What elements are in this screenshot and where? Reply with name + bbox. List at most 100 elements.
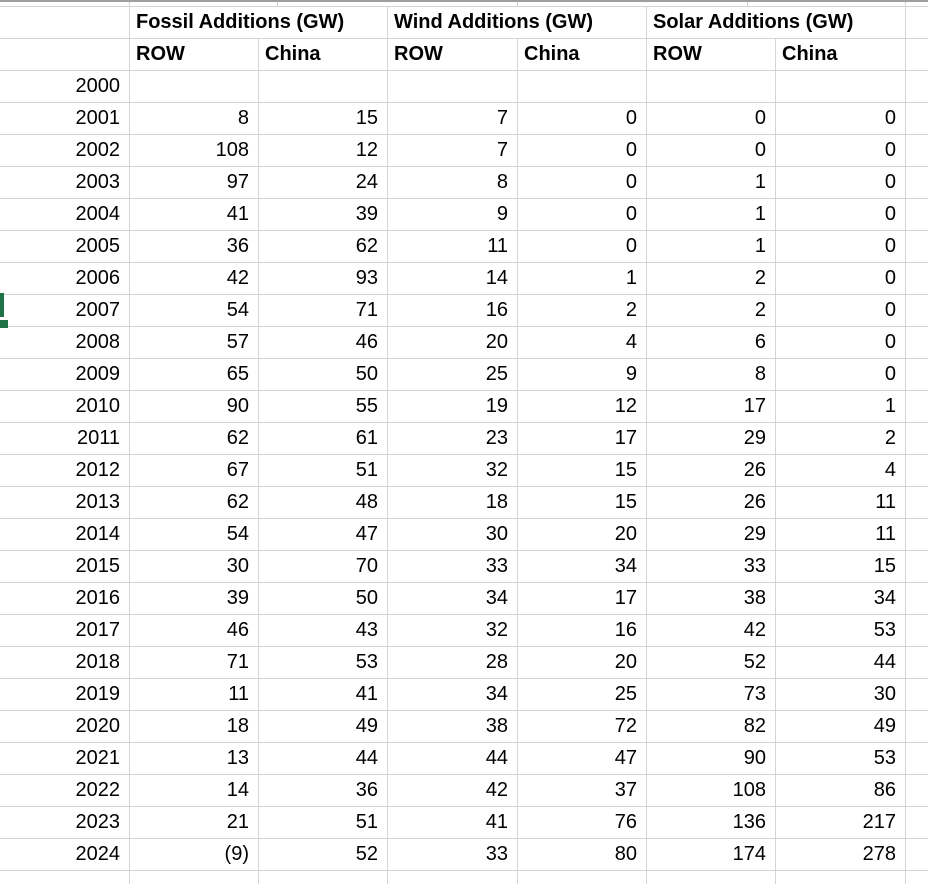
value-cell[interactable]: 0 [518, 103, 647, 135]
value-cell[interactable]: 23 [388, 423, 518, 455]
year-cell-2021[interactable]: 2021 [0, 743, 130, 775]
value-cell[interactable]: 4 [776, 455, 906, 487]
value-cell[interactable]: 76 [518, 807, 647, 839]
value-cell[interactable]: 90 [130, 391, 259, 423]
value-cell[interactable]: (9) [130, 839, 259, 871]
value-cell[interactable]: 8 [647, 359, 776, 391]
value-cell[interactable]: 0 [647, 135, 776, 167]
subheader-solar-china[interactable]: China [776, 39, 906, 71]
value-cell[interactable]: 8 [130, 103, 259, 135]
value-cell[interactable]: 4 [518, 327, 647, 359]
partial-cell[interactable] [906, 647, 928, 679]
value-cell[interactable]: 1 [647, 199, 776, 231]
year-cell-2013[interactable]: 2013 [0, 487, 130, 519]
partial-cell[interactable] [906, 455, 928, 487]
header-fossil-additions[interactable]: Fossil Additions (GW) [130, 7, 388, 39]
value-cell[interactable]: 33 [388, 839, 518, 871]
value-cell[interactable]: 50 [259, 583, 388, 615]
value-cell[interactable]: 34 [776, 583, 906, 615]
value-cell[interactable]: 16 [518, 615, 647, 647]
value-cell[interactable]: 7 [388, 103, 518, 135]
value-cell[interactable]: 11 [388, 231, 518, 263]
value-cell[interactable]: 29 [647, 423, 776, 455]
value-cell[interactable]: 73 [647, 679, 776, 711]
value-cell[interactable]: 0 [776, 263, 906, 295]
partial-cell[interactable] [259, 871, 388, 884]
partial-cell[interactable] [0, 871, 130, 884]
value-cell[interactable]: 0 [776, 167, 906, 199]
year-cell-2008[interactable]: 2008 [0, 327, 130, 359]
value-cell[interactable]: 25 [388, 359, 518, 391]
value-cell[interactable]: 30 [388, 519, 518, 551]
value-cell[interactable]: 13 [130, 743, 259, 775]
value-cell[interactable]: 53 [776, 743, 906, 775]
subheader-solar-row[interactable]: ROW [647, 39, 776, 71]
partial-cell[interactable] [906, 551, 928, 583]
value-cell[interactable]: 17 [647, 391, 776, 423]
value-cell[interactable]: 57 [130, 327, 259, 359]
partial-cell[interactable] [906, 327, 928, 359]
value-cell[interactable]: 42 [647, 615, 776, 647]
year-cell-2018[interactable]: 2018 [0, 647, 130, 679]
value-cell[interactable]: 65 [130, 359, 259, 391]
value-cell[interactable]: 62 [259, 231, 388, 263]
partial-cell[interactable] [906, 519, 928, 551]
partial-cell[interactable] [906, 423, 928, 455]
value-cell[interactable]: 30 [130, 551, 259, 583]
value-cell[interactable]: 19 [388, 391, 518, 423]
value-cell[interactable]: 43 [259, 615, 388, 647]
value-cell[interactable]: 86 [776, 775, 906, 807]
value-cell[interactable]: 11 [130, 679, 259, 711]
value-cell[interactable]: 34 [518, 551, 647, 583]
partial-cell[interactable] [906, 103, 928, 135]
value-cell[interactable]: 0 [518, 167, 647, 199]
year-cell-2015[interactable]: 2015 [0, 551, 130, 583]
value-cell[interactable]: 44 [388, 743, 518, 775]
partial-cell[interactable] [906, 583, 928, 615]
partial-cell[interactable] [518, 871, 647, 884]
partial-cell[interactable] [130, 871, 259, 884]
partial-cell[interactable] [388, 871, 518, 884]
value-cell[interactable]: 39 [130, 583, 259, 615]
value-cell[interactable]: 15 [776, 551, 906, 583]
value-cell[interactable]: 24 [259, 167, 388, 199]
value-cell[interactable]: 53 [259, 647, 388, 679]
value-cell[interactable]: 42 [388, 775, 518, 807]
value-cell[interactable]: 90 [647, 743, 776, 775]
value-cell[interactable]: 53 [776, 615, 906, 647]
year-cell-2001[interactable]: 2001 [0, 103, 130, 135]
partial-cell[interactable] [906, 359, 928, 391]
partial-cell[interactable] [906, 39, 928, 71]
partial-cell[interactable] [647, 871, 776, 884]
year-cell-2012[interactable]: 2012 [0, 455, 130, 487]
value-cell[interactable]: 44 [259, 743, 388, 775]
partial-cell[interactable] [906, 167, 928, 199]
value-cell[interactable]: 8 [388, 167, 518, 199]
partial-cell[interactable] [906, 199, 928, 231]
partial-cell[interactable] [906, 775, 928, 807]
partial-cell[interactable] [906, 743, 928, 775]
selection-fill-handle[interactable] [0, 319, 8, 328]
value-cell[interactable]: 97 [130, 167, 259, 199]
value-cell[interactable] [130, 71, 259, 103]
year-cell-2009[interactable]: 2009 [0, 359, 130, 391]
subheader-wind-china[interactable]: China [518, 39, 647, 71]
value-cell[interactable]: 49 [776, 711, 906, 743]
partial-cell[interactable] [906, 135, 928, 167]
value-cell[interactable]: 51 [259, 455, 388, 487]
value-cell[interactable]: 33 [388, 551, 518, 583]
value-cell[interactable] [776, 71, 906, 103]
value-cell[interactable]: 28 [388, 647, 518, 679]
value-cell[interactable]: 0 [776, 295, 906, 327]
value-cell[interactable]: 1 [647, 167, 776, 199]
year-cell-2017[interactable]: 2017 [0, 615, 130, 647]
value-cell[interactable]: 21 [130, 807, 259, 839]
value-cell[interactable]: 38 [647, 583, 776, 615]
value-cell[interactable]: 72 [518, 711, 647, 743]
value-cell[interactable]: 0 [518, 231, 647, 263]
value-cell[interactable]: 41 [259, 679, 388, 711]
value-cell[interactable]: 12 [259, 135, 388, 167]
value-cell[interactable]: 0 [776, 199, 906, 231]
value-cell[interactable]: 82 [647, 711, 776, 743]
value-cell[interactable]: 18 [130, 711, 259, 743]
